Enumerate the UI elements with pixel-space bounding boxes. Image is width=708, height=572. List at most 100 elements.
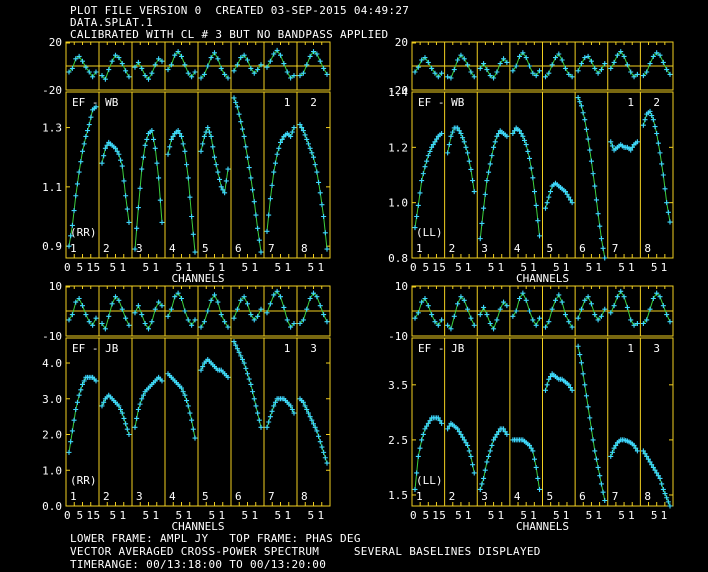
amplitude-point	[205, 125, 211, 131]
phase-point	[517, 53, 523, 59]
amplitude-point	[300, 128, 306, 134]
amplitude-point	[314, 169, 320, 175]
panel-number-label: 3	[136, 242, 143, 255]
amplitude-point	[200, 141, 206, 147]
amplitude-point	[491, 144, 497, 150]
amplitude-point	[269, 408, 275, 414]
phase-point	[569, 324, 575, 330]
amplitude-point	[253, 212, 259, 218]
amplitude-point	[316, 179, 322, 185]
amplitude-point	[492, 139, 498, 145]
phase-point	[562, 65, 568, 71]
amplitude-point	[489, 153, 495, 159]
phase-point	[198, 324, 204, 330]
amplitude-point	[241, 133, 247, 139]
amplitude-point	[499, 426, 505, 432]
amplitude-point	[446, 142, 452, 148]
amplitude-point	[537, 233, 542, 239]
phase-point	[139, 312, 145, 318]
amplitude-point	[652, 124, 658, 130]
amplitude-point	[159, 219, 165, 225]
phase-point	[640, 321, 646, 326]
phase-point	[439, 317, 445, 323]
amplitude-point	[187, 410, 193, 416]
amplitude-point	[126, 432, 132, 438]
xtick-label: 5	[618, 509, 625, 522]
amplitude-point	[466, 448, 472, 454]
phase-point	[667, 319, 673, 325]
phase-point	[297, 73, 303, 79]
phase-point	[324, 71, 330, 77]
phase-point	[109, 58, 115, 64]
phase-point	[231, 68, 237, 74]
phase-point	[451, 313, 457, 319]
amplitude-model-line	[577, 97, 606, 259]
phase-point	[455, 301, 461, 307]
amplitude-point	[557, 184, 563, 190]
amplitude-point	[465, 150, 471, 156]
phase-point	[588, 58, 594, 64]
phase-point	[644, 69, 650, 75]
phase-model-line	[479, 301, 508, 331]
baseline-label: EF - JB	[72, 342, 119, 355]
phase-point	[497, 306, 503, 312]
phase-point	[288, 75, 294, 81]
phase-point	[156, 56, 162, 62]
amplitude-point	[222, 190, 228, 196]
phase-point	[487, 321, 493, 326]
amplitude-point	[434, 415, 440, 421]
amplitude-point	[546, 194, 552, 200]
amplitude-point	[561, 187, 567, 193]
xtick-label: 1	[251, 509, 258, 522]
phase-point	[461, 297, 467, 303]
phase-point	[667, 71, 673, 77]
panel-number-label: 3	[481, 242, 488, 255]
amplitude-point	[157, 197, 163, 203]
amplitude-ytick-label: 1.4	[388, 86, 408, 99]
xtick-label: 5	[209, 509, 216, 522]
amplitude-model-line	[299, 398, 328, 464]
phase-point	[435, 74, 441, 80]
amplitude-point	[609, 449, 615, 455]
amplitude-point	[276, 145, 282, 151]
amplitude-point	[414, 470, 420, 476]
phase-point	[179, 53, 184, 59]
amplitude-point	[412, 225, 418, 231]
phase-point	[491, 326, 497, 332]
amplitude-point	[267, 196, 273, 202]
amplitude-point	[602, 497, 608, 503]
phase-point	[274, 288, 280, 294]
panel-number-label: 8	[644, 490, 651, 503]
amplitude-point	[445, 426, 451, 432]
footer-line1: LOWER FRAME: AMPL JY TOP FRAME: PHAS DEG	[70, 532, 361, 545]
amplitude-point	[535, 475, 541, 481]
amplitude-point	[215, 169, 221, 175]
phase-point	[546, 319, 552, 325]
amplitude-point	[192, 435, 198, 441]
xtick-label: 1	[661, 261, 668, 274]
panel-number-label: 5	[202, 490, 209, 503]
phase-point	[93, 315, 99, 321]
phase-point	[660, 59, 666, 65]
amplitude-point	[456, 429, 462, 435]
phase-point	[175, 49, 181, 55]
panel-number-label: 2	[103, 490, 110, 503]
phase-point	[628, 69, 634, 75]
amplitude-point	[291, 410, 297, 416]
amplitude-point	[156, 175, 162, 181]
amplitude-point	[71, 417, 77, 423]
amplitude-point	[471, 189, 477, 195]
amplitude-point	[309, 417, 315, 423]
phase-point	[533, 322, 539, 328]
phase-point	[465, 62, 471, 68]
amplitude-point	[198, 367, 204, 373]
xtick-label: 1	[432, 261, 439, 274]
xtick-label: 5	[308, 509, 315, 522]
phase-point	[248, 65, 254, 71]
phase-point	[212, 50, 217, 56]
amplitude-point	[468, 453, 474, 459]
panel-number-label: 1	[70, 242, 77, 255]
phase-point	[611, 303, 617, 309]
amplitude-point	[557, 376, 563, 382]
